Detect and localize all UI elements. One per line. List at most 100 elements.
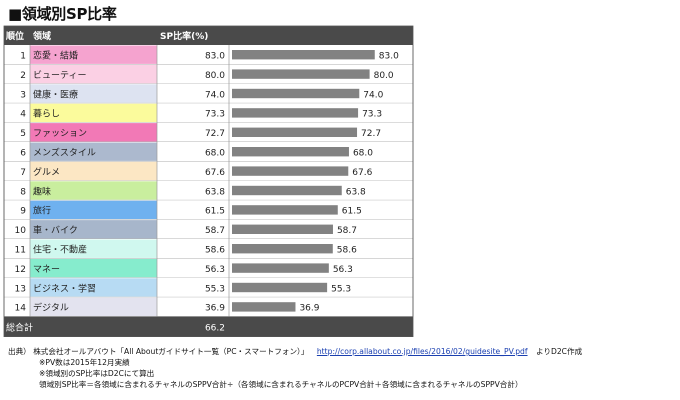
header-category: 領域: [33, 30, 51, 42]
bar: [232, 69, 370, 79]
category-cell: [30, 239, 157, 258]
rank-label: 2: [20, 71, 26, 81]
value-label: 67.6: [205, 168, 225, 178]
category-cell: [30, 45, 157, 64]
bar-data-label: 74.0: [363, 90, 383, 100]
category-cell: [30, 181, 157, 200]
value-label: 83.0: [205, 52, 225, 62]
value-label: 58.7: [205, 226, 225, 236]
rank-label: 1: [20, 52, 26, 62]
category-label: 車・バイク: [33, 224, 78, 236]
rank-label: 10: [15, 226, 27, 236]
bar-data-label: 83.0: [379, 52, 399, 62]
category-cell: [30, 258, 157, 278]
source-suffix: よりD2C作成: [535, 347, 583, 356]
bar-data-label: 80.0: [374, 71, 394, 81]
value-label: 80.0: [205, 71, 225, 81]
table-border: [3, 25, 414, 338]
rank-label: 12: [15, 265, 26, 275]
category-label: ビューティー: [33, 70, 86, 81]
total-row: [4, 316, 413, 337]
rank-label: 3: [20, 90, 26, 100]
rank-label: 8: [20, 187, 26, 197]
bar-data-label: 72.7: [361, 129, 381, 139]
rank-label: 9: [20, 207, 26, 217]
bar: [232, 166, 349, 176]
category-cell: [30, 161, 157, 181]
source-note: 出典） 株式会社オールアバウト「All Aboutガイドサイト一覧（PC・スマー…: [8, 346, 680, 390]
rank-label: 14: [15, 304, 27, 314]
bar: [232, 282, 328, 293]
category-label: グルメ: [33, 166, 60, 178]
category-cell: [30, 64, 157, 84]
bar-data-label: 56.3: [333, 265, 353, 275]
category-label: 住宅・不動産: [33, 244, 87, 256]
bar: [232, 205, 338, 215]
rank-label: 5: [20, 129, 26, 139]
category-label: デジタル: [33, 302, 69, 314]
bar: [232, 147, 349, 157]
rank-label: 13: [15, 284, 26, 294]
value-label: 56.3: [205, 265, 225, 275]
category-label: マネー: [33, 264, 60, 275]
source-prefix: 出典）: [8, 347, 31, 356]
bar-data-label: 67.6: [352, 168, 372, 178]
category-label: 旅行: [33, 205, 51, 217]
category-label: 趣味: [33, 185, 51, 197]
total-value: 66.2: [205, 324, 225, 334]
category-cell: [30, 200, 157, 220]
value-label: 73.3: [205, 110, 225, 120]
category-cell: [30, 278, 157, 297]
category-label: 恋愛・結婚: [33, 50, 78, 62]
rank-label: 11: [15, 246, 26, 256]
table-header: [4, 26, 413, 45]
bar-data-label: 58.7: [337, 226, 357, 236]
category-label: ビジネス・学習: [33, 282, 96, 294]
value-label: 55.3: [205, 284, 225, 294]
category-cell: [30, 84, 157, 103]
value-label: 61.5: [205, 207, 225, 217]
source-text: 株式会社オールアバウト「All Aboutガイドサイト一覧（PC・スマートフォン…: [33, 347, 309, 356]
header-value: SP比率(%): [160, 30, 208, 42]
bar-data-label: 68.0: [353, 149, 373, 159]
category-label: 暮らし: [33, 108, 60, 120]
bar: [232, 224, 333, 234]
value-label: 58.6: [205, 246, 225, 256]
bar: [232, 88, 360, 99]
category-cell: [30, 103, 157, 123]
bar: [232, 244, 333, 254]
category-cell: [30, 123, 157, 142]
bar: [232, 302, 296, 312]
total-label: 総合計: [6, 322, 33, 334]
bar: [232, 127, 358, 137]
category-cell: [30, 297, 157, 317]
source-link[interactable]: http://corp.allabout.co.jp/files/2016/02…: [316, 347, 528, 356]
source-note-pv: ※PV数は2015年12月実績: [39, 358, 130, 367]
bar: [232, 185, 342, 196]
bar-data-label: 73.3: [362, 110, 382, 120]
category-label: ファッション: [33, 129, 87, 139]
category-label: 健康・医療: [33, 88, 78, 100]
value-label: 36.9: [205, 304, 225, 314]
category-cell: [30, 142, 157, 161]
bar-data-label: 36.9: [299, 304, 319, 314]
source-note-calc: ※領域別のSP比率はD2Cにて算出: [39, 369, 155, 378]
category-label: メンズスタイル: [33, 147, 96, 159]
bar: [232, 108, 359, 118]
rank-label: 6: [20, 149, 26, 159]
value-label: 74.0: [205, 90, 225, 100]
value-label: 72.7: [205, 129, 225, 139]
bar-data-label: 58.6: [337, 246, 357, 256]
bar: [232, 263, 329, 273]
rank-label: 4: [20, 110, 26, 120]
value-label: 68.0: [205, 149, 225, 159]
bar-data-label: 61.5: [342, 207, 362, 217]
value-label: 63.8: [205, 187, 225, 197]
page-title: ■領域別SP比率: [8, 5, 117, 23]
bar-data-label: 63.8: [346, 187, 366, 197]
bar: [232, 50, 375, 60]
header-rank: 順位: [5, 30, 24, 42]
category-cell: [30, 220, 157, 239]
source-note-formula: 領域別SP比率＝各領域に含まれるチャネルのSPPV合計÷（各領域に含まれるチャネ…: [39, 380, 523, 389]
